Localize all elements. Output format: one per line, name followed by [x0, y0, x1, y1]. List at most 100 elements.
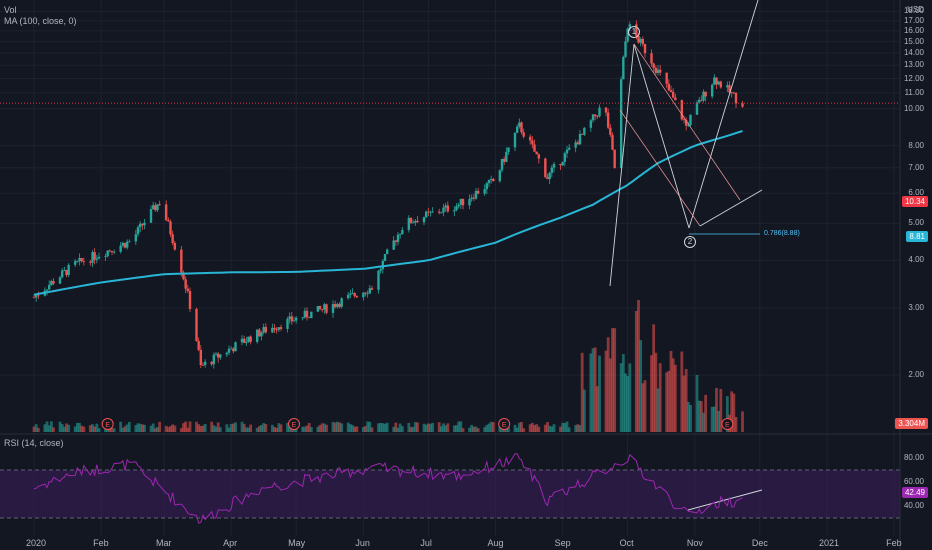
volume-bar — [361, 427, 365, 432]
volume-bar — [279, 424, 283, 432]
legend-ma: MA (100, close, 0) — [4, 16, 77, 26]
volume-bar — [368, 421, 372, 432]
volume-bar — [138, 423, 142, 432]
volume-bar — [710, 406, 714, 432]
candle-body — [225, 352, 229, 355]
candle-body — [336, 303, 339, 308]
volume-bar — [409, 427, 413, 432]
volume-bar — [110, 427, 114, 432]
candle-body — [219, 354, 222, 358]
candle-body — [437, 211, 441, 213]
candle-body — [552, 163, 556, 168]
candle-body — [652, 63, 655, 68]
volume-bar — [47, 425, 51, 432]
candle-body — [184, 279, 187, 289]
candle-body — [535, 151, 538, 155]
volume-bar — [715, 387, 718, 432]
volume-bar — [654, 352, 658, 432]
candle-body — [323, 304, 326, 310]
x-tick-label: Feb — [93, 538, 109, 548]
candle-body — [305, 310, 309, 318]
candle-body — [401, 229, 404, 235]
volume-bar — [725, 396, 729, 432]
volume-bar — [318, 424, 322, 432]
x-tick-label: Oct — [619, 538, 634, 548]
candle-body — [671, 91, 675, 98]
candle-body — [136, 227, 140, 235]
volume-bar — [734, 416, 738, 432]
candle-body — [453, 210, 456, 212]
candle-body — [561, 161, 564, 166]
rsi-levels — [0, 469, 900, 519]
volume-bar — [689, 404, 692, 432]
volume-bar — [507, 427, 510, 432]
candle-body — [394, 240, 398, 242]
earnings-marker-label: E — [725, 422, 730, 429]
candle-body — [567, 147, 571, 150]
channel-line-upper — [633, 43, 741, 201]
candle-body — [186, 288, 190, 292]
candle-body — [624, 41, 627, 57]
volume-bar — [429, 423, 432, 432]
candle-body — [487, 180, 491, 184]
volume-bar — [346, 422, 350, 432]
candle-body — [167, 220, 170, 222]
volume-bar — [216, 422, 220, 432]
candle-body — [290, 316, 294, 322]
volume-bar — [49, 421, 53, 432]
candle-body — [682, 119, 686, 121]
volume-bar — [303, 426, 307, 432]
volume-bar — [608, 358, 612, 432]
candle-body — [34, 295, 38, 298]
candle-body — [498, 170, 502, 182]
volume-bar — [686, 401, 690, 432]
volume-bar — [93, 426, 97, 432]
volume-bar — [673, 364, 677, 432]
candle-body — [563, 153, 567, 162]
volume-bar — [338, 422, 341, 432]
candle-body — [502, 158, 506, 162]
candle-body — [76, 261, 79, 262]
candle-body — [214, 353, 218, 355]
volume-bar — [197, 424, 201, 432]
volume-bar — [60, 424, 64, 432]
volume-bar — [255, 427, 259, 432]
candle-body — [143, 222, 146, 226]
volume-bar — [598, 355, 601, 432]
volume-bar — [515, 427, 519, 432]
currency-label: USD — [907, 5, 924, 14]
volume-bar — [227, 427, 231, 432]
volume-bar — [335, 421, 339, 432]
candle-body — [500, 158, 504, 171]
volume-bar — [112, 428, 116, 432]
volume-bar — [517, 422, 521, 432]
volume-bar — [613, 328, 617, 432]
candle-body — [273, 327, 276, 330]
candle-body — [593, 114, 597, 117]
rsi-tick-label: 60.00 — [903, 477, 924, 486]
rsi-tag: 42.49 — [901, 487, 928, 498]
volume-bar — [593, 347, 597, 432]
candle-body — [446, 205, 450, 212]
x-tick-label: 2021 — [819, 538, 840, 548]
volume-bar — [78, 423, 81, 432]
volume-bar — [333, 422, 337, 432]
volume-bar — [595, 386, 599, 432]
candle-body — [154, 205, 157, 211]
x-tick-label: Feb — [886, 538, 902, 548]
candle-body — [505, 151, 508, 162]
candle-body — [249, 336, 252, 342]
volume-bar — [242, 423, 246, 432]
volume-bar — [442, 423, 445, 432]
volume-bar — [43, 424, 47, 432]
candle-body — [596, 116, 599, 117]
candle-body — [58, 277, 62, 284]
volume-bar — [260, 425, 263, 432]
candle-body — [78, 258, 81, 262]
volume-bar — [485, 424, 489, 432]
wave-label-1: 1 — [628, 26, 640, 38]
volume-bar — [262, 423, 266, 432]
support-line — [699, 189, 763, 227]
volume-bar — [498, 424, 502, 432]
candle-body — [303, 310, 307, 318]
